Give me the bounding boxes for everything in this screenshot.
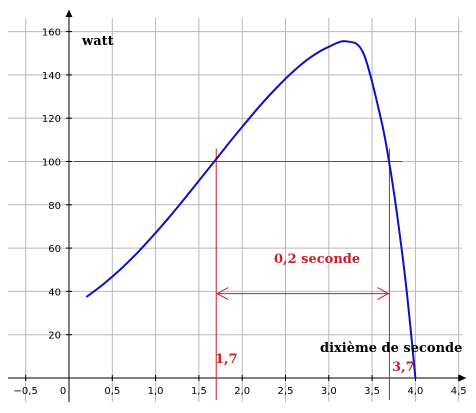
y-tick-label: 120 bbox=[42, 114, 61, 125]
x-tick-label: 4,5 bbox=[451, 386, 467, 397]
y-axis-arrow bbox=[65, 10, 73, 17]
x-tick-label: 1,5 bbox=[191, 386, 207, 397]
x-tick-label: 4,0 bbox=[407, 386, 423, 397]
y-tick-label: 60 bbox=[48, 244, 61, 255]
power-curve-group bbox=[85, 40, 417, 379]
x-axis-label: dixième de seconde bbox=[320, 341, 462, 356]
y-tick-label: 100 bbox=[42, 158, 61, 169]
y-tick-label: 20 bbox=[48, 331, 61, 342]
y-tick-label: 140 bbox=[42, 71, 61, 82]
x-tick-label: 0 bbox=[60, 386, 66, 397]
y-tick-label: 40 bbox=[48, 287, 61, 298]
left-time-label: 1,7 bbox=[215, 352, 238, 367]
x-tick-label: 0,5 bbox=[104, 386, 120, 397]
x-tick-label: 1,0 bbox=[148, 386, 164, 397]
reference-lines bbox=[73, 148, 403, 400]
right-time-label: 3,7 bbox=[392, 360, 415, 375]
x-tick-label: −0,5 bbox=[14, 386, 38, 397]
x-tick-label: 2,0 bbox=[234, 386, 250, 397]
x-tick-label: 3,5 bbox=[364, 386, 380, 397]
power-curve bbox=[85, 40, 417, 379]
tick-labels: −0,5 0 0,5 1,0 1,5 2,0 2,5 3,0 3,5 4,0 4,5 20 40 60 80… bbox=[14, 28, 467, 397]
grid bbox=[8, 18, 462, 402]
y-tick-label: 80 bbox=[48, 201, 61, 212]
interval-arrow-left-head bbox=[216, 287, 229, 301]
y-tick-label: 160 bbox=[42, 28, 61, 39]
interval-arrow-right-head bbox=[377, 287, 390, 301]
x-tick-label: 2,5 bbox=[278, 386, 294, 397]
interval-label: 0,2 seconde bbox=[274, 252, 360, 267]
y-axis-label: watt bbox=[81, 34, 114, 49]
x-axis-arrow bbox=[459, 374, 466, 382]
x-tick-label: 3,0 bbox=[321, 386, 337, 397]
